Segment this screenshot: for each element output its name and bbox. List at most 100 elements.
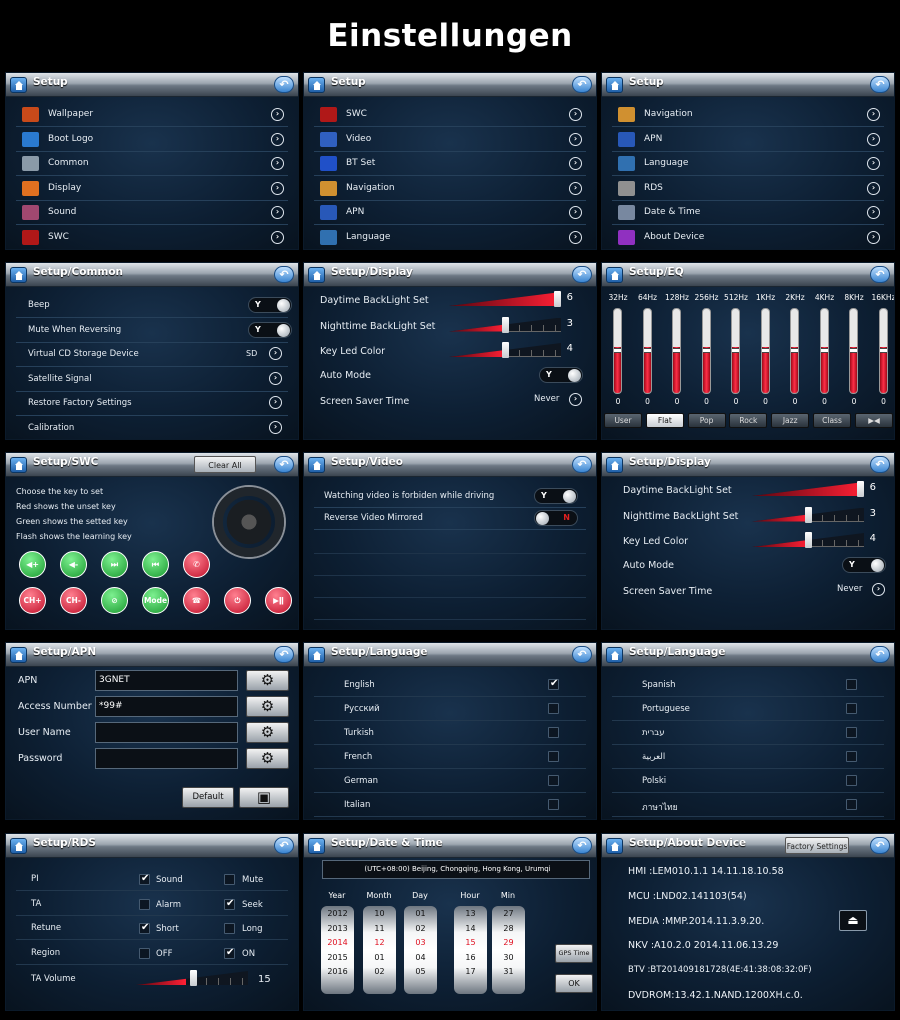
- eq-slider[interactable]: [613, 308, 622, 394]
- menu-item[interactable]: APN ›: [314, 201, 586, 225]
- chevron-right-icon[interactable]: ›: [867, 181, 880, 195]
- eq-thumb[interactable]: [791, 348, 798, 353]
- menu-item[interactable]: RDS ›: [612, 177, 884, 201]
- slider-thumb[interactable]: [501, 316, 509, 333]
- eq-thumb[interactable]: [761, 348, 769, 353]
- chevron-right-icon[interactable]: ›: [271, 132, 284, 146]
- mute-toggle[interactable]: Y: [248, 321, 292, 338]
- auto-mode-toggle[interactable]: Y: [842, 557, 886, 573]
- chevron-right-icon[interactable]: ›: [867, 206, 880, 219]
- back-icon[interactable]: ↶: [274, 266, 294, 283]
- eq-slider[interactable]: [642, 308, 652, 394]
- menu-item[interactable]: Language ›: [314, 226, 586, 249]
- picker-value[interactable]: 2014: [327, 938, 348, 948]
- rds-checkbox[interactable]: [224, 898, 235, 910]
- day-picker[interactable]: 01 02 03 04 05: [404, 906, 437, 994]
- slider-thumb[interactable]: [857, 481, 864, 497]
- eq-thumb[interactable]: [614, 348, 621, 353]
- menu-item[interactable]: Sound ›: [16, 201, 288, 225]
- min-picker[interactable]: 27 28 29 30 31: [492, 906, 525, 994]
- rds-checkbox[interactable]: [224, 947, 235, 959]
- clear-all-button[interactable]: Clear All: [194, 456, 256, 473]
- chevron-right-icon[interactable]: ›: [867, 157, 880, 170]
- menu-item[interactable]: Navigation ›: [314, 177, 586, 201]
- language-checkbox[interactable]: [846, 751, 857, 762]
- home-icon[interactable]: [606, 457, 623, 473]
- home-icon[interactable]: [606, 77, 623, 93]
- eq-slider[interactable]: [701, 308, 711, 394]
- gear-icon[interactable]: ⚙: [246, 748, 289, 769]
- chevron-right-icon[interactable]: ›: [569, 132, 582, 146]
- swc-key-button[interactable]: ◀-: [60, 551, 87, 578]
- eq-thumb[interactable]: [732, 348, 739, 353]
- auto-mode-toggle[interactable]: Y: [539, 367, 583, 383]
- picker-value[interactable]: 2013: [327, 923, 348, 933]
- picker-value[interactable]: 13: [465, 909, 476, 918]
- picker-value[interactable]: 04: [415, 952, 426, 962]
- home-icon[interactable]: [606, 267, 623, 283]
- chevron-right-icon[interactable]: ›: [867, 108, 880, 121]
- eq-thumb[interactable]: [820, 348, 828, 353]
- home-icon[interactable]: [308, 77, 325, 93]
- back-icon[interactable]: ↶: [274, 837, 294, 854]
- home-icon[interactable]: [308, 838, 325, 854]
- rds-checkbox[interactable]: [139, 873, 150, 885]
- language-checkbox[interactable]: [846, 703, 857, 714]
- language-checkbox[interactable]: [548, 775, 559, 786]
- slider-thumb[interactable]: [554, 291, 561, 307]
- menu-item[interactable]: Wallpaper ›: [16, 103, 288, 127]
- back-icon[interactable]: ↶: [572, 837, 592, 854]
- eq-slider[interactable]: [849, 308, 858, 394]
- eq-slider[interactable]: [878, 308, 888, 394]
- picker-value[interactable]: 02: [374, 967, 385, 977]
- chevron-right-icon[interactable]: ›: [872, 583, 885, 596]
- chevron-right-icon[interactable]: ›: [269, 396, 282, 409]
- picker-value[interactable]: 11: [374, 923, 385, 933]
- picker-value[interactable]: 01: [415, 909, 426, 918]
- back-icon[interactable]: ↶: [870, 76, 890, 93]
- language-checkbox[interactable]: [846, 775, 857, 786]
- picker-value[interactable]: 2016: [327, 967, 348, 977]
- key-slider[interactable]: 4: [449, 342, 573, 358]
- balance-icon[interactable]: ▶◀: [855, 413, 893, 428]
- watch-toggle[interactable]: Y: [534, 488, 578, 504]
- picker-value[interactable]: 17: [465, 967, 476, 977]
- day-slider[interactable]: 6: [752, 481, 876, 497]
- home-icon[interactable]: [308, 457, 325, 473]
- picker-value[interactable]: 2015: [327, 952, 348, 962]
- picker-value[interactable]: 10: [374, 909, 385, 918]
- eq-slider[interactable]: [819, 308, 829, 394]
- home-icon[interactable]: [10, 457, 27, 473]
- apn-input[interactable]: 3GNET: [95, 670, 238, 691]
- back-icon[interactable]: ↶: [870, 837, 890, 854]
- picker-value[interactable]: 01: [374, 952, 385, 962]
- swc-key-button[interactable]: ⏮: [142, 551, 169, 578]
- chevron-right-icon[interactable]: ›: [271, 181, 284, 195]
- rds-checkbox[interactable]: [139, 947, 150, 959]
- chevron-right-icon[interactable]: ›: [569, 393, 582, 406]
- rds-checkbox[interactable]: [139, 898, 150, 910]
- eq-slider[interactable]: [731, 308, 740, 394]
- language-checkbox[interactable]: [548, 727, 559, 738]
- eq-slider[interactable]: [790, 308, 799, 394]
- home-icon[interactable]: [308, 647, 325, 663]
- language-checkbox[interactable]: [548, 678, 559, 690]
- eq-thumb[interactable]: [643, 348, 651, 353]
- picker-value[interactable]: 14: [465, 923, 476, 933]
- language-checkbox[interactable]: [548, 751, 559, 762]
- slider-thumb[interactable]: [804, 506, 812, 523]
- swc-key-button[interactable]: ⊘: [101, 587, 128, 614]
- ok-button[interactable]: OK: [555, 974, 593, 993]
- home-icon[interactable]: [606, 647, 623, 663]
- language-checkbox[interactable]: [548, 703, 559, 714]
- chevron-right-icon[interactable]: ›: [569, 157, 582, 170]
- back-icon[interactable]: ↶: [870, 646, 890, 663]
- eject-icon[interactable]: ⏏: [839, 910, 867, 931]
- gps-time-button[interactable]: GPS Time: [555, 944, 593, 963]
- gear-icon[interactable]: ⚙: [246, 722, 289, 743]
- eq-thumb[interactable]: [850, 348, 857, 353]
- swc-key-button[interactable]: ⏻: [224, 587, 251, 614]
- back-icon[interactable]: ↶: [572, 266, 592, 283]
- back-icon[interactable]: ↶: [870, 266, 890, 283]
- back-icon[interactable]: ↶: [870, 456, 890, 473]
